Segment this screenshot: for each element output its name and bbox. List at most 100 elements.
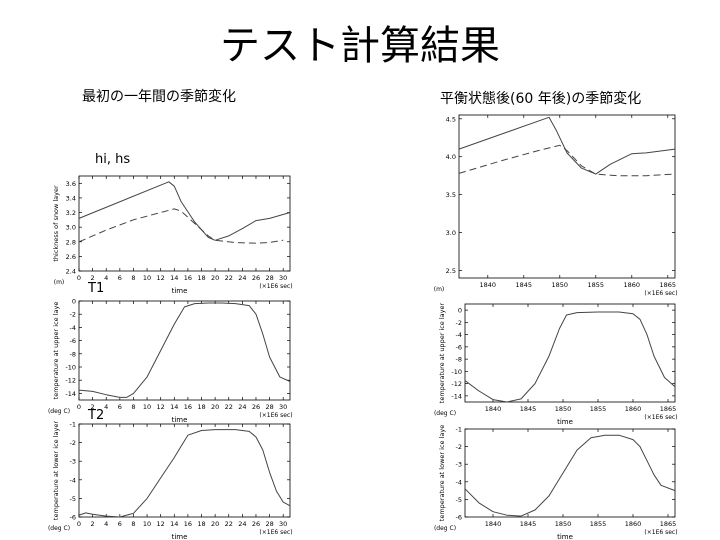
plot-frame-R2 — [464, 303, 676, 403]
x-tick-label: 1860 — [625, 405, 642, 413]
y-tick-label: 0 — [72, 298, 76, 306]
series-line-L1-1 — [78, 208, 284, 244]
x-tick-label: 1845 — [520, 520, 537, 528]
y-tick-label: 3.5 — [446, 191, 456, 199]
x-axis-label: time — [172, 416, 188, 424]
x-tick-label: 22 — [225, 274, 233, 282]
y-tick-label: -2 — [70, 311, 76, 319]
x-tick-label: 6 — [118, 520, 122, 528]
x-axis-label: time — [557, 418, 573, 426]
x-tick-label: 1860 — [624, 281, 641, 289]
x-tick-label: 1845 — [520, 405, 537, 413]
x-tick-label: 0 — [77, 274, 81, 282]
y-tick-label: -12 — [451, 380, 462, 388]
y-tick-label: -6 — [70, 337, 76, 345]
y-tick-label: 2.5 — [446, 267, 456, 275]
y-tick-label: -14 — [65, 390, 76, 398]
x-tick-label: 14 — [170, 403, 178, 411]
x-tick-label: 1865 — [660, 405, 677, 413]
plot-frame-R3 — [464, 428, 676, 518]
y-tick-label: -4 — [70, 476, 76, 484]
series-line-L2-0 — [78, 302, 291, 398]
y-tick-label: -8 — [456, 356, 462, 364]
x-tick-label: 26 — [252, 274, 260, 282]
series-line-R1-0 — [458, 116, 676, 175]
x-tick-label: 22 — [225, 403, 233, 411]
y-tick-label: -4 — [456, 478, 462, 486]
y-tick-label: -2 — [456, 443, 462, 451]
x-tick-label: 1855 — [588, 281, 605, 289]
y-tick-label: 2.8 — [66, 238, 76, 246]
y-tick-label: 3.2 — [66, 209, 76, 217]
y-unit-label: (deg C) — [48, 525, 70, 532]
x-tick-label: 2 — [91, 274, 95, 282]
x-axis-label: time — [172, 533, 188, 540]
x-tick-label: 1855 — [590, 520, 607, 528]
x-tick-label: 1865 — [660, 520, 677, 528]
x-tick-label: 18 — [197, 520, 205, 528]
y-tick-label: 3.0 — [446, 229, 456, 237]
y-tick-label: -6 — [456, 343, 462, 351]
x-tick-label: 22 — [225, 520, 233, 528]
y-tick-label: -8 — [70, 350, 76, 358]
y-axis-label: thickness of snow layer — [52, 185, 60, 262]
x-tick-label: 30 — [279, 520, 287, 528]
series-line-R1-1 — [458, 144, 676, 177]
x-tick-label: 1840 — [480, 281, 497, 289]
y-tick-label: -6 — [70, 514, 76, 522]
x-tick-label: 30 — [279, 403, 287, 411]
t1-label: T1 — [88, 281, 105, 296]
x-tick-label: 24 — [238, 520, 246, 528]
x-unit-label: (×1E6 sec) — [644, 290, 677, 297]
y-unit-label: (m) — [434, 286, 445, 293]
x-unit-label: (×1E6 sec) — [259, 283, 292, 290]
y-unit-label: (deg C) — [434, 525, 456, 532]
x-unit-label: (×1E6 sec) — [644, 414, 677, 421]
hi-hs-label: hi, hs — [95, 152, 131, 167]
series-line-L1-0 — [78, 181, 291, 241]
y-tick-label: -5 — [456, 496, 462, 504]
y-unit-label: (deg C) — [48, 408, 70, 415]
x-tick-label: 12 — [157, 274, 165, 282]
x-tick-label: 1850 — [555, 405, 572, 413]
y-tick-label: -6 — [456, 514, 462, 522]
x-tick-label: 16 — [184, 520, 192, 528]
y-tick-label: -12 — [65, 377, 76, 385]
x-tick-label: 8 — [131, 403, 135, 411]
x-tick-label: 0 — [77, 520, 81, 528]
y-axis-label: temperature at upper ice laye — [52, 302, 60, 400]
y-axis-label: temperature at upper ice layer — [438, 302, 446, 403]
right-heading: 平衡状態後(60 年後)の季節変化 — [440, 91, 642, 107]
y-tick-label: -5 — [70, 495, 76, 503]
x-axis-label: time — [172, 287, 188, 295]
y-unit-label: (m) — [54, 279, 65, 286]
x-tick-label: 24 — [238, 274, 246, 282]
plot-frame-L1 — [78, 175, 291, 272]
plot-frame-L3 — [78, 423, 291, 518]
x-unit-label: (×1E6 sec) — [259, 412, 292, 419]
x-tick-label: 1850 — [555, 520, 572, 528]
x-tick-label: 20 — [211, 403, 219, 411]
y-tick-label: -10 — [65, 364, 76, 372]
y-tick-label: 3.4 — [66, 194, 76, 202]
y-tick-label: -1 — [70, 421, 76, 429]
x-tick-label: 1840 — [485, 405, 502, 413]
x-tick-label: 1850 — [552, 281, 569, 289]
y-tick-label: 4.0 — [446, 153, 456, 161]
x-tick-label: 1845 — [516, 281, 533, 289]
y-tick-label: -10 — [451, 368, 462, 376]
y-tick-label: 4.5 — [446, 115, 456, 123]
y-tick-label: 3.0 — [66, 224, 76, 232]
x-tick-label: 4 — [104, 520, 108, 528]
slide-title: テスト計算結果 — [220, 23, 500, 69]
x-tick-label: 10 — [143, 520, 151, 528]
y-axis-label: temperature at lower ice laye — [438, 425, 446, 521]
x-tick-label: 12 — [157, 520, 165, 528]
y-tick-label: 2.6 — [66, 253, 76, 261]
series-line-L3-0 — [78, 429, 291, 518]
t2-label: T2 — [88, 408, 105, 423]
y-tick-label: -2 — [456, 319, 462, 327]
series-line-R2-0 — [464, 311, 676, 403]
y-axis-label: temperature at lower ice layer — [52, 421, 60, 520]
